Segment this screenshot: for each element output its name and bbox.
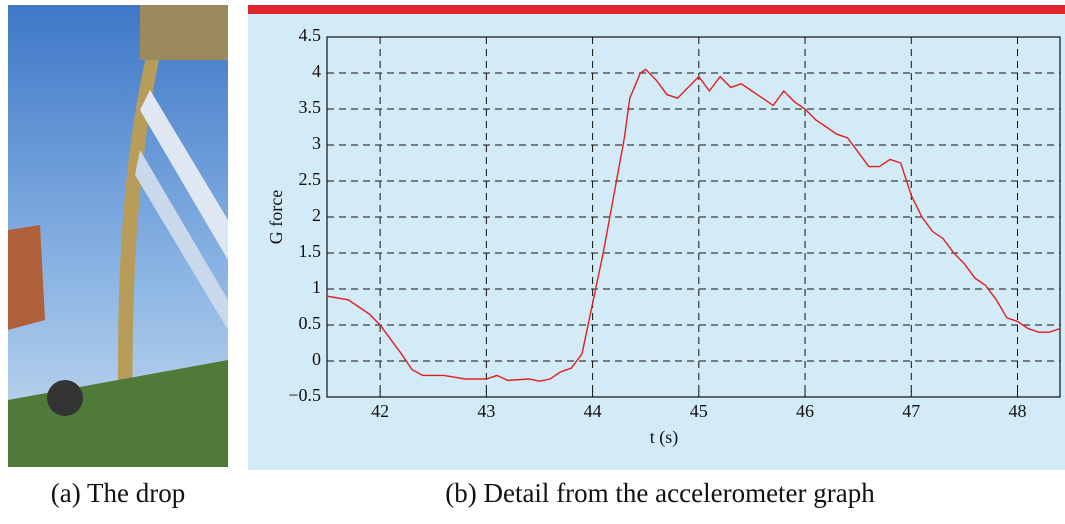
x-tick-label: 48 [1009, 401, 1027, 421]
y-tick-label: 0.5 [299, 313, 322, 333]
y-tick-label: 1 [312, 277, 321, 297]
y-tick-label: 0 [312, 349, 321, 369]
plot: −0.5 0 0.5 1 1.5 2 2.5 3 3.5 4 4.5 42 43 44 45 46 47 48 [288, 25, 1061, 421]
caption: (a) The drop [51, 478, 185, 508]
x-tick-label: 44 [584, 401, 602, 421]
x-tick-label: 43 [477, 401, 495, 421]
x-tick-label: 45 [690, 401, 708, 421]
x-tick-label: 42 [371, 401, 389, 421]
photo [8, 5, 228, 467]
header-bar [248, 5, 1065, 14]
y-tick-label: −0.5 [288, 385, 321, 405]
y-tick-label: 2 [312, 205, 321, 225]
y-axis-title: G force [266, 190, 286, 244]
y-tick-label: 3 [312, 133, 321, 153]
y-tick-label: 4.5 [299, 25, 322, 45]
data-line [326, 68, 1061, 382]
y-tick-label: 1.5 [299, 241, 322, 261]
y-tick-label: 4 [312, 61, 321, 81]
x-tick-label: 46 [796, 401, 814, 421]
chart-panel [248, 5, 1065, 470]
x-axis-title: t (s) [650, 427, 679, 448]
caption: (b) Detail from the accelerometer graph [445, 478, 875, 508]
y-tick-label: 2.5 [299, 169, 322, 189]
plot-frame [326, 36, 1061, 398]
x-tick-label: 47 [902, 401, 920, 421]
y-tick-label: 3.5 [299, 97, 322, 117]
